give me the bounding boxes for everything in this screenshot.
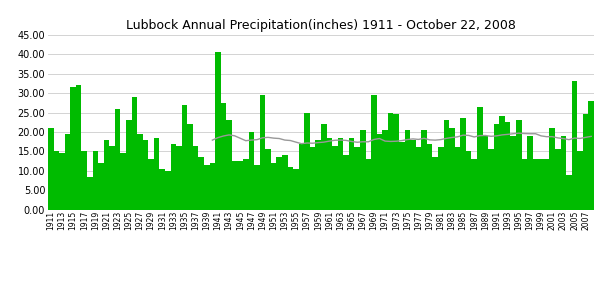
Bar (277, 157, 282, 210)
Bar (254, 165, 260, 210)
Bar (538, 159, 544, 210)
Bar (92, 151, 98, 210)
Bar (316, 140, 321, 210)
Bar (466, 151, 472, 210)
Bar (404, 130, 410, 210)
Bar (131, 97, 137, 210)
Bar (577, 151, 583, 210)
Bar (154, 138, 160, 210)
Bar (394, 114, 399, 210)
Bar (148, 159, 154, 210)
Bar (550, 128, 555, 210)
Bar (65, 134, 70, 210)
Bar (137, 134, 143, 210)
Bar (455, 148, 460, 210)
Bar (248, 132, 254, 210)
Bar (299, 143, 304, 210)
Bar (349, 138, 355, 210)
Bar (382, 130, 388, 210)
Bar (360, 130, 365, 210)
Bar (589, 101, 594, 210)
Bar (460, 118, 466, 210)
Bar (59, 153, 65, 210)
Bar (104, 140, 109, 210)
Bar (371, 95, 377, 210)
Bar (271, 163, 277, 210)
Bar (443, 120, 449, 210)
Bar (433, 157, 438, 210)
Bar (176, 146, 182, 210)
Title: Lubbock Annual Precipitation(inches) 1911 - October 22, 2008: Lubbock Annual Precipitation(inches) 191… (126, 19, 516, 32)
Bar (449, 128, 455, 210)
Bar (282, 155, 287, 210)
Bar (521, 159, 527, 210)
Bar (182, 105, 187, 210)
Bar (326, 138, 332, 210)
Bar (438, 148, 443, 210)
Bar (560, 136, 566, 210)
Bar (232, 161, 238, 210)
Bar (516, 120, 521, 210)
Bar (482, 136, 488, 210)
Bar (421, 130, 427, 210)
Bar (499, 116, 505, 210)
Bar (98, 163, 104, 210)
Bar (115, 109, 121, 210)
Bar (321, 124, 326, 210)
Bar (293, 169, 299, 210)
Bar (53, 151, 59, 210)
Bar (544, 159, 550, 210)
Bar (377, 134, 382, 210)
Bar (416, 148, 421, 210)
Bar (511, 136, 516, 210)
Bar (332, 146, 338, 210)
Bar (76, 85, 82, 210)
Bar (165, 171, 170, 210)
Bar (365, 159, 371, 210)
Bar (304, 113, 310, 210)
Bar (143, 140, 148, 210)
Bar (160, 169, 165, 210)
Bar (193, 146, 199, 210)
Bar (388, 113, 394, 210)
Bar (243, 159, 248, 210)
Bar (126, 120, 131, 210)
Bar (48, 128, 53, 210)
Bar (555, 149, 560, 210)
Bar (583, 114, 589, 210)
Bar (260, 95, 265, 210)
Bar (265, 149, 271, 210)
Bar (533, 159, 538, 210)
Bar (221, 103, 226, 210)
Bar (121, 153, 126, 210)
Bar (70, 87, 76, 210)
Bar (494, 124, 499, 210)
Bar (477, 107, 482, 210)
Bar (82, 151, 87, 210)
Bar (343, 155, 349, 210)
Bar (287, 167, 293, 210)
Bar (187, 124, 193, 210)
Bar (87, 177, 92, 210)
Bar (209, 163, 215, 210)
Bar (204, 165, 209, 210)
Bar (226, 120, 232, 210)
Bar (572, 81, 577, 210)
Bar (310, 148, 316, 210)
Bar (199, 157, 204, 210)
Bar (399, 142, 404, 210)
Bar (215, 52, 221, 210)
Bar (427, 143, 433, 210)
Bar (238, 161, 243, 210)
Bar (355, 148, 360, 210)
Bar (170, 143, 176, 210)
Bar (566, 175, 572, 210)
Bar (338, 138, 343, 210)
Bar (488, 149, 494, 210)
Bar (410, 140, 416, 210)
Bar (472, 159, 477, 210)
Bar (109, 146, 115, 210)
Bar (505, 122, 511, 210)
Bar (527, 136, 533, 210)
